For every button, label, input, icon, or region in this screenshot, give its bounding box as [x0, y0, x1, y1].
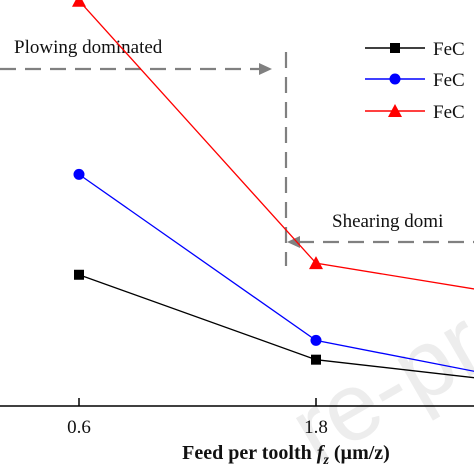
legend-label-1: FeC [433, 39, 465, 60]
plowing-arrowhead [259, 63, 272, 75]
x-axis-label-unit: (µm/z) [329, 442, 390, 464]
series-layer [72, 0, 474, 379]
x-axis-label-symbol: f [317, 442, 326, 464]
data-point-2-2 [310, 334, 322, 346]
legend: FeC FeC FeC [365, 39, 465, 123]
data-point-3-1 [72, 0, 86, 7]
annotation-shearing: Shearing domi [332, 211, 443, 232]
legend-marker-3 [388, 104, 402, 117]
x-tick-label-1: 0.6 [67, 417, 91, 438]
shearing-arrowhead [287, 236, 300, 248]
x-axis-label-main: Feed per toolth [182, 442, 317, 464]
legend-marker-1 [390, 43, 400, 53]
data-point-3-2 [309, 256, 323, 270]
data-point-1-1 [74, 269, 84, 280]
data-point-1-2 [311, 354, 321, 365]
x-axis-label: Feed per toolth fz (µm/z) [182, 442, 390, 468]
legend-label-2: FeC [433, 70, 465, 91]
x-tick-label-2: 1.8 [304, 417, 328, 438]
data-point-2-1 [73, 168, 85, 180]
legend-label-3: FeC [433, 102, 465, 123]
annotation-arrows [0, 52, 474, 266]
x-axis-label-subscript: z [322, 453, 329, 468]
legend-marker-2 [389, 73, 401, 85]
annotation-plowing: Plowing dominated [14, 37, 163, 58]
x-ticks: 0.6 1.8 [67, 398, 328, 438]
